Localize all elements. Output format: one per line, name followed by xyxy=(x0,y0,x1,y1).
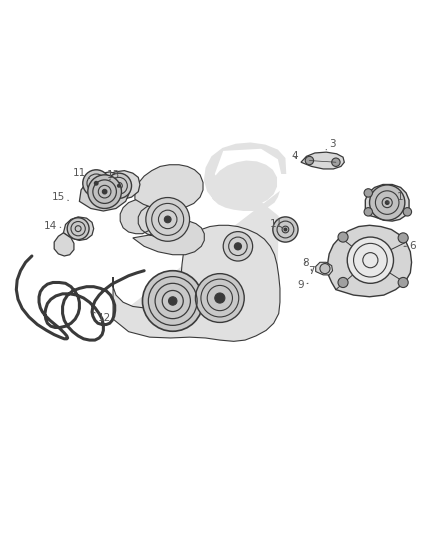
Polygon shape xyxy=(365,184,409,221)
Circle shape xyxy=(146,198,190,241)
Circle shape xyxy=(403,208,412,216)
Circle shape xyxy=(305,156,314,165)
Polygon shape xyxy=(64,217,94,240)
Text: 14: 14 xyxy=(44,221,61,231)
Circle shape xyxy=(142,271,203,331)
Text: 1: 1 xyxy=(388,192,403,203)
Text: 4: 4 xyxy=(291,151,298,161)
Circle shape xyxy=(364,189,372,197)
Circle shape xyxy=(67,217,89,240)
Polygon shape xyxy=(316,262,332,275)
Polygon shape xyxy=(101,171,140,199)
Text: 11: 11 xyxy=(73,168,89,179)
Circle shape xyxy=(320,263,330,273)
Circle shape xyxy=(385,201,389,204)
Circle shape xyxy=(164,216,171,223)
Circle shape xyxy=(235,243,241,249)
Text: 11: 11 xyxy=(269,220,283,229)
Circle shape xyxy=(338,278,348,287)
Circle shape xyxy=(347,237,393,284)
Circle shape xyxy=(398,233,408,243)
Polygon shape xyxy=(328,225,412,297)
Circle shape xyxy=(83,170,110,197)
Polygon shape xyxy=(113,225,280,341)
Circle shape xyxy=(338,232,348,242)
Text: 9: 9 xyxy=(298,280,308,290)
Circle shape xyxy=(332,158,340,166)
Text: 15: 15 xyxy=(52,192,68,202)
Circle shape xyxy=(169,297,177,305)
Text: 8: 8 xyxy=(302,258,308,268)
Polygon shape xyxy=(135,165,203,209)
Circle shape xyxy=(223,232,253,261)
Circle shape xyxy=(195,273,244,322)
Circle shape xyxy=(364,208,372,216)
Text: 3: 3 xyxy=(326,139,336,150)
Circle shape xyxy=(370,185,405,220)
Circle shape xyxy=(284,228,287,231)
Polygon shape xyxy=(113,142,286,332)
Circle shape xyxy=(273,217,298,242)
Polygon shape xyxy=(54,233,74,256)
Polygon shape xyxy=(301,152,344,169)
Text: 12: 12 xyxy=(93,312,111,323)
Polygon shape xyxy=(79,172,130,211)
Circle shape xyxy=(106,173,131,198)
Text: 13: 13 xyxy=(107,170,120,180)
Circle shape xyxy=(398,278,408,287)
Text: 7: 7 xyxy=(308,266,315,276)
Circle shape xyxy=(215,293,225,303)
Polygon shape xyxy=(120,198,204,255)
Circle shape xyxy=(118,184,120,187)
Circle shape xyxy=(95,182,98,185)
Circle shape xyxy=(88,175,121,208)
Text: 6: 6 xyxy=(404,241,416,252)
Circle shape xyxy=(102,190,107,194)
